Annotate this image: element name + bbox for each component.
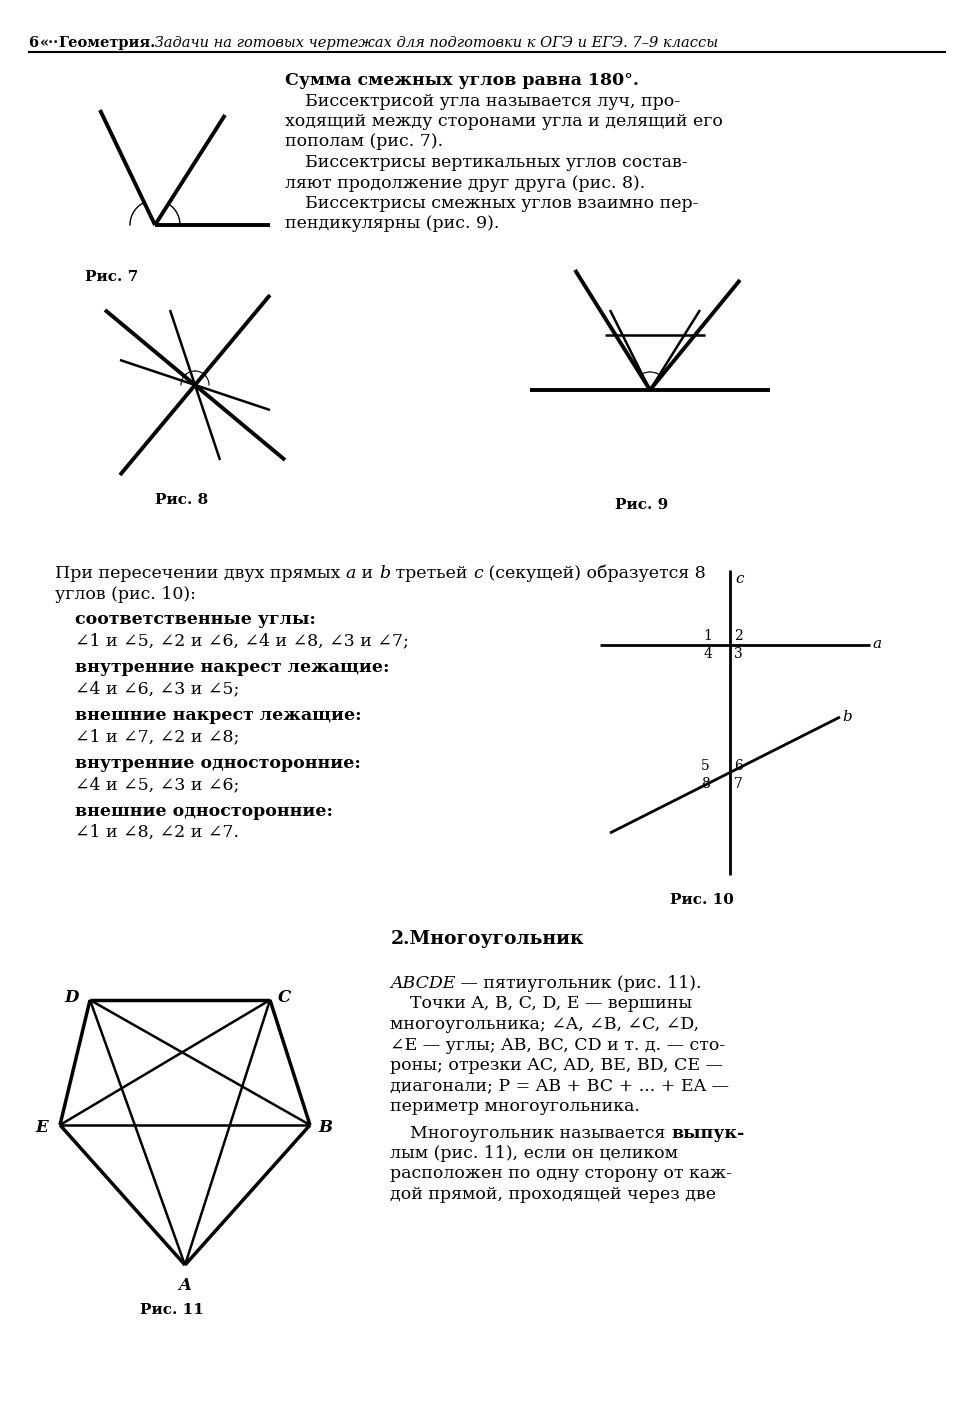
Text: ходящий между сторонами угла и делящий его: ходящий между сторонами угла и делящий е… <box>285 113 723 130</box>
Text: b: b <box>842 710 851 724</box>
Text: дой прямой, проходящей через две: дой прямой, проходящей через две <box>390 1186 716 1203</box>
Text: (секущей) образуется 8: (секущей) образуется 8 <box>483 565 705 582</box>
Text: ∠1 и ∠5, ∠2 и ∠6, ∠4 и ∠8, ∠3 и ∠7;: ∠1 и ∠5, ∠2 и ∠6, ∠4 и ∠8, ∠3 и ∠7; <box>75 632 409 649</box>
Text: многоугольника; ∠A, ∠B, ∠C, ∠D,: многоугольника; ∠A, ∠B, ∠C, ∠D, <box>390 1016 699 1033</box>
Text: Многоугольник называется: Многоугольник называется <box>410 1125 671 1142</box>
Text: c: c <box>735 572 743 587</box>
Text: Биссектрисы вертикальных углов состав-: Биссектрисы вертикальных углов состав- <box>305 154 688 171</box>
Text: 8: 8 <box>701 777 710 791</box>
Text: B: B <box>318 1119 332 1136</box>
Text: диагонали; P = AB + BC + ... + EA —: диагонали; P = AB + BC + ... + EA — <box>390 1077 729 1094</box>
Text: 6: 6 <box>734 760 743 774</box>
Text: 7: 7 <box>734 777 743 791</box>
Text: 2: 2 <box>734 629 743 643</box>
Text: ляют продолжение друг друга (рис. 8).: ляют продолжение друг друга (рис. 8). <box>285 174 645 191</box>
Text: Рис. 10: Рис. 10 <box>670 893 733 907</box>
Text: D: D <box>65 989 79 1006</box>
Text: E: E <box>36 1119 49 1136</box>
Text: 4: 4 <box>703 648 712 660</box>
Text: Рис. 9: Рис. 9 <box>615 497 668 512</box>
Text: «··: «·· <box>40 35 59 50</box>
Text: периметр многоугольника.: периметр многоугольника. <box>390 1098 640 1115</box>
Text: лым (рис. 11), если он целиком: лым (рис. 11), если он целиком <box>390 1145 678 1162</box>
Text: ∠1 и ∠7, ∠2 и ∠8;: ∠1 и ∠7, ∠2 и ∠8; <box>75 728 240 745</box>
Text: 6: 6 <box>28 35 38 50</box>
Text: пополам (рис. 7).: пополам (рис. 7). <box>285 133 443 150</box>
Text: ∠1 и ∠8, ∠2 и ∠7.: ∠1 и ∠8, ∠2 и ∠7. <box>75 825 239 842</box>
Text: Биссектрисы смежных углов взаимно пер-: Биссектрисы смежных углов взаимно пер- <box>305 196 698 213</box>
Text: A: A <box>178 1277 192 1294</box>
Text: выпук-: выпук- <box>671 1125 744 1142</box>
Text: Точки A, B, C, D, E — вершины: Точки A, B, C, D, E — вершины <box>410 996 693 1013</box>
Text: ∠E — углы; AB, BC, CD и т. д. — сто-: ∠E — углы; AB, BC, CD и т. д. — сто- <box>390 1036 726 1053</box>
Text: Рис. 7: Рис. 7 <box>85 271 138 283</box>
Text: роны; отрезки AC, AD, BE, BD, CE —: роны; отрезки AC, AD, BE, BD, CE — <box>390 1057 723 1074</box>
Text: — пятиугольник (рис. 11).: — пятиугольник (рис. 11). <box>456 975 702 992</box>
Text: ∠4 и ∠5, ∠3 и ∠6;: ∠4 и ∠5, ∠3 и ∠6; <box>75 777 240 794</box>
Text: 2.Многоугольник: 2.Многоугольник <box>391 930 583 948</box>
Text: ∠4 и ∠6, ∠3 и ∠5;: ∠4 и ∠6, ∠3 и ∠5; <box>75 680 240 697</box>
Text: соответственные углы:: соответственные углы: <box>75 611 316 628</box>
Text: и: и <box>356 565 379 582</box>
Text: Рис. 11: Рис. 11 <box>140 1304 204 1316</box>
Text: 1: 1 <box>703 629 712 643</box>
Text: внутренние односторонние:: внутренние односторонние: <box>75 755 361 772</box>
Text: ABCDE: ABCDE <box>390 975 456 992</box>
Text: третьей: третьей <box>390 565 473 582</box>
Text: a: a <box>346 565 356 582</box>
Text: b: b <box>379 565 390 582</box>
Text: пендикулярны (рис. 9).: пендикулярны (рис. 9). <box>285 215 500 232</box>
Text: внутренние накрест лежащие:: внутренние накрест лежащие: <box>75 659 390 676</box>
Text: При пересечении двух прямых: При пересечении двух прямых <box>55 565 346 582</box>
Text: углов (рис. 10):: углов (рис. 10): <box>55 587 196 604</box>
Text: 3: 3 <box>734 648 743 660</box>
Text: Биссектрисой угла называется луч, про-: Биссектрисой угла называется луч, про- <box>305 92 680 109</box>
Text: a: a <box>872 638 881 650</box>
Text: Геометрия.: Геометрия. <box>58 35 155 50</box>
Text: Рис. 8: Рис. 8 <box>155 493 208 507</box>
Text: внешние односторонние:: внешние односторонние: <box>75 803 333 820</box>
Text: внешние накрест лежащие:: внешние накрест лежащие: <box>75 707 361 724</box>
Text: расположен по одну сторону от каж-: расположен по одну сторону от каж- <box>390 1166 732 1183</box>
Text: C: C <box>278 989 290 1006</box>
Text: 5: 5 <box>701 760 710 774</box>
Text: Задачи на готовых чертежах для подготовки к ОГЭ и ЕГЭ. 7–9 классы: Задачи на готовых чертежах для подготовк… <box>150 35 718 50</box>
Text: Сумма смежных углов равна 180°.: Сумма смежных углов равна 180°. <box>285 72 639 89</box>
Text: c: c <box>473 565 483 582</box>
